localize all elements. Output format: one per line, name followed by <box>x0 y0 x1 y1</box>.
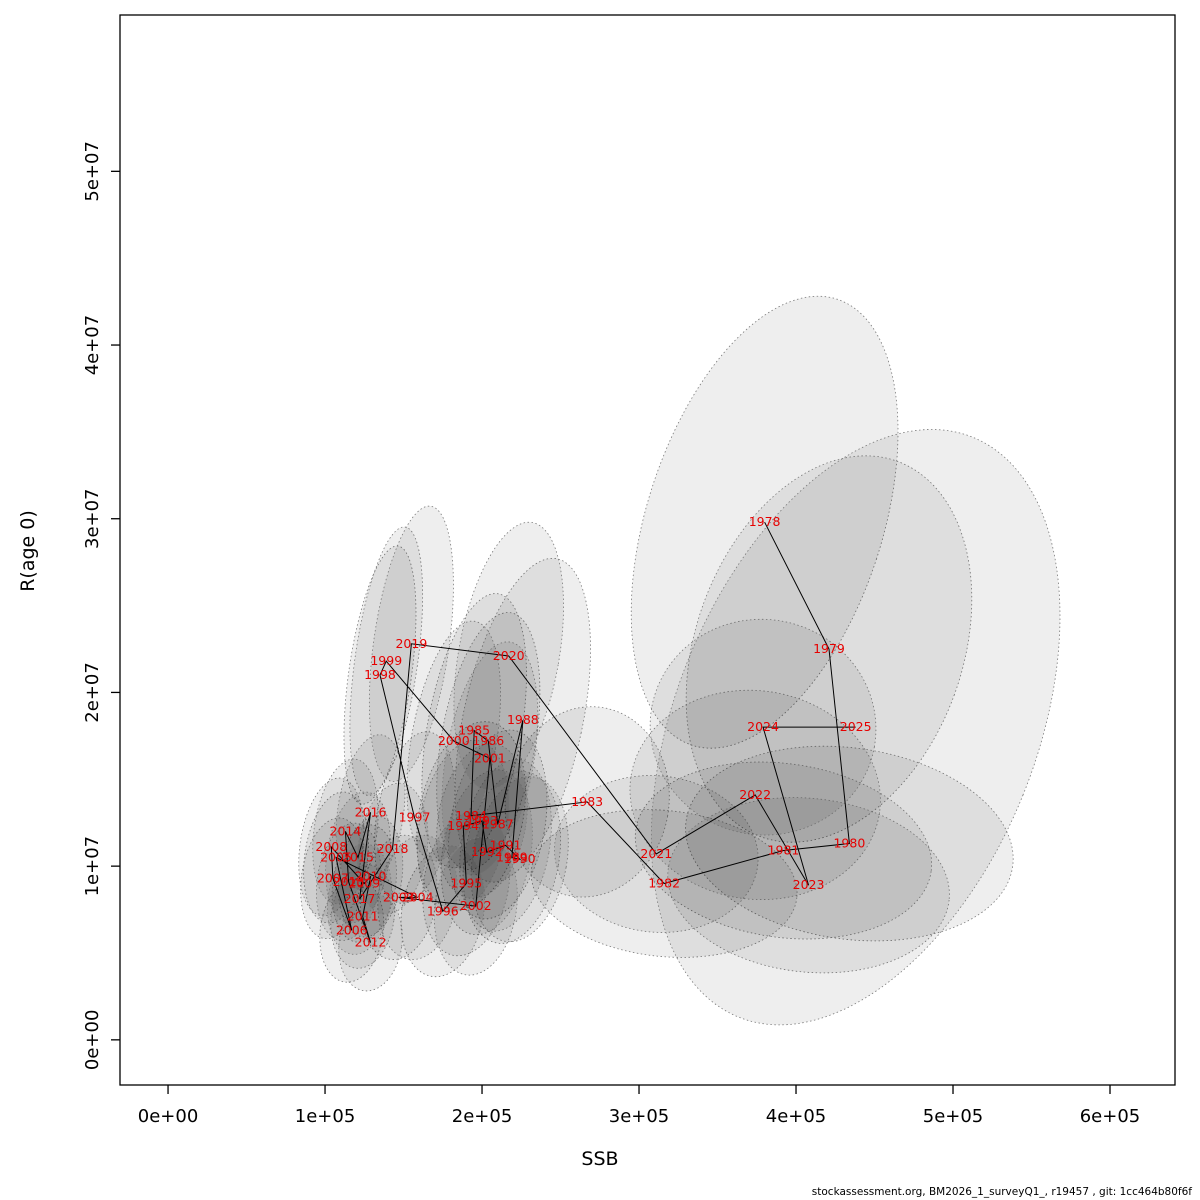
year-label: 1998 <box>364 667 396 682</box>
year-label: 1995 <box>450 876 482 891</box>
confidence-ellipses <box>298 295 1061 1026</box>
year-label: 2022 <box>739 787 771 802</box>
year-label: 2020 <box>493 648 525 663</box>
year-label: 1985 <box>458 723 490 738</box>
year-label: 1986 <box>472 733 504 748</box>
year-label: 2010 <box>355 869 387 884</box>
x-tick-label: 2e+05 <box>452 1106 513 1127</box>
x-tick-label: 5e+05 <box>923 1106 984 1127</box>
year-label: 1999 <box>370 653 402 668</box>
year-label: 2005 <box>320 849 352 864</box>
year-label: 1989 <box>496 849 528 864</box>
year-label: 1994 <box>447 818 479 833</box>
year-label: 2023 <box>793 877 825 892</box>
year-label: 1992 <box>471 844 503 859</box>
year-label: 1987 <box>482 816 514 831</box>
year-label: 2025 <box>840 719 872 734</box>
y-tick-label: 1e+07 <box>82 836 103 897</box>
year-path <box>330 521 856 943</box>
year-label: 1982 <box>648 876 680 891</box>
x-axis-title: SSB <box>581 1148 619 1170</box>
year-label: 1984 <box>455 808 487 823</box>
year-label: 1990 <box>504 851 536 866</box>
year-connecting-line <box>330 521 856 943</box>
y-axis-ticks: 0e+00 1e+07 2e+07 3e+07 4e+07 5e+07 <box>82 141 120 1070</box>
year-label: 2008 <box>315 839 347 854</box>
y-axis-title: R(age 0) <box>17 510 39 592</box>
x-tick-label: 6e+05 <box>1080 1106 1141 1127</box>
year-label: 2012 <box>355 935 387 950</box>
x-tick-label: 3e+05 <box>609 1106 670 1127</box>
footer-attribution: stockassessment.org, BM2026_1_surveyQ1_,… <box>811 1186 1192 1198</box>
x-tick-label: 4e+05 <box>766 1106 827 1127</box>
year-label: 2017 <box>344 891 376 906</box>
year-label: 2003 <box>383 889 415 904</box>
year-label: 2018 <box>377 841 409 856</box>
year-label: 2014 <box>330 823 362 838</box>
y-tick-label: 4e+07 <box>82 315 103 376</box>
year-label: 2009 <box>348 876 380 891</box>
year-label: 2024 <box>747 719 779 734</box>
year-label: 1988 <box>507 712 539 727</box>
year-label: 1981 <box>768 843 800 858</box>
year-label: 2002 <box>460 898 492 913</box>
year-label: 1980 <box>833 836 865 851</box>
plot-frame <box>119 14 1176 1086</box>
year-label: 2021 <box>640 846 672 861</box>
year-label: 1993 <box>466 813 498 828</box>
y-tick-label: 0e+00 <box>82 1010 103 1071</box>
year-label: 2011 <box>347 909 379 924</box>
year-label: 2001 <box>474 750 506 765</box>
year-label: 2007 <box>317 870 349 885</box>
year-label: 1991 <box>490 837 522 852</box>
year-label: 1979 <box>813 641 845 656</box>
y-tick-label: 5e+07 <box>82 141 103 202</box>
year-label: 2016 <box>355 804 387 819</box>
x-tick-label: 0e+00 <box>138 1106 199 1127</box>
year-label: 1983 <box>571 794 603 809</box>
year-label: 2019 <box>395 636 427 651</box>
year-label: 2013 <box>333 874 365 889</box>
year-label: 2004 <box>402 889 434 904</box>
year-label: 2000 <box>438 733 470 748</box>
y-tick-label: 3e+07 <box>82 488 103 549</box>
y-tick-label: 2e+07 <box>82 662 103 723</box>
year-label: 2006 <box>336 922 368 937</box>
x-tick-label: 1e+05 <box>295 1106 356 1127</box>
x-axis-ticks: 0e+00 1e+05 2e+05 3e+05 4e+05 5e+05 6e+05 <box>138 1085 1140 1127</box>
year-label: 1996 <box>427 903 459 918</box>
year-label: 1978 <box>749 514 781 529</box>
year-label: 2015 <box>342 849 374 864</box>
year-label: 1997 <box>399 810 431 825</box>
